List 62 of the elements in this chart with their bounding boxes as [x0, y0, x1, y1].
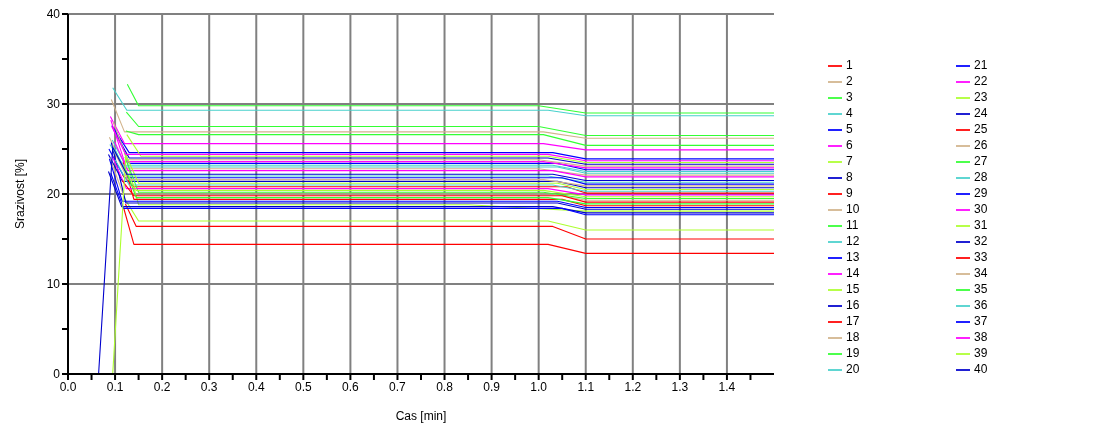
- legend-label: 40: [974, 361, 989, 377]
- x-tick-label: 0.6: [342, 379, 360, 394]
- legend-label: 36: [974, 297, 989, 313]
- x-tick-label: 0.7: [389, 379, 407, 394]
- legend-label: 18: [846, 329, 861, 345]
- legend-label: 3: [846, 89, 854, 105]
- legend-label: 39: [974, 345, 989, 361]
- legend-label: 17: [846, 313, 861, 329]
- legend-label: 14: [846, 265, 861, 281]
- legend-label: 19: [846, 345, 861, 361]
- legend-label: 8: [846, 169, 854, 185]
- x-tick-label: 1.0: [530, 379, 548, 394]
- legend-label: 21: [974, 57, 989, 73]
- legend-label: 33: [974, 249, 989, 265]
- legend-label: 31: [974, 217, 989, 233]
- legend-label: 5: [846, 121, 854, 137]
- legend-label: 34: [974, 265, 989, 281]
- x-tick-label: 1.2: [624, 379, 642, 394]
- legend-label: 9: [846, 185, 854, 201]
- legend-label: 23: [974, 89, 989, 105]
- legend-label: 15: [846, 281, 861, 297]
- legend-label: 11: [846, 217, 860, 233]
- legend-label: 37: [974, 313, 989, 329]
- x-axis-title: Cas [min]: [395, 409, 447, 423]
- legend-label: 35: [974, 281, 989, 297]
- y-tick-label: 20: [46, 187, 61, 202]
- legend-label: 12: [846, 233, 861, 249]
- legend-label: 30: [974, 201, 989, 217]
- legend-label: 10: [846, 201, 861, 217]
- legend-label: 2: [846, 73, 854, 89]
- x-tick-label: 0.8: [436, 379, 454, 394]
- y-axis-title: Srazivost [%]: [13, 158, 28, 230]
- y-tick-label: 40: [46, 7, 61, 22]
- legend-label: 24: [974, 105, 989, 121]
- legend-label: 6: [846, 137, 854, 153]
- legend-label: 1: [846, 57, 854, 73]
- y-tick-label: 0: [53, 367, 61, 382]
- legend-label: 16: [846, 297, 861, 313]
- y-tick-label: 30: [46, 97, 61, 112]
- legend-label: 4: [846, 105, 854, 121]
- x-tick-label: 0.0: [59, 379, 77, 394]
- x-tick-label: 0.9: [483, 379, 501, 394]
- x-tick-label: 0.2: [153, 379, 171, 394]
- legend-label: 7: [846, 153, 854, 169]
- legend-label: 20: [846, 361, 861, 377]
- x-tick-label: 0.1: [106, 379, 124, 394]
- x-tick-label: 1.4: [718, 379, 736, 394]
- legend-label: 29: [974, 185, 989, 201]
- x-tick-label: 0.3: [200, 379, 218, 394]
- legend-label: 25: [974, 121, 989, 137]
- x-tick-label: 0.5: [294, 379, 312, 394]
- y-tick-label: 10: [46, 277, 61, 292]
- legend-label: 28: [974, 169, 989, 185]
- x-tick-label: 1.3: [671, 379, 689, 394]
- legend-label: 26: [974, 137, 989, 153]
- x-tick-label: 0.4: [247, 379, 265, 394]
- x-tick-label: 1.1: [577, 379, 595, 394]
- legend-label: 27: [974, 153, 989, 169]
- legend-label: 38: [974, 329, 989, 345]
- legend-label: 32: [974, 233, 989, 249]
- legend-label: 13: [846, 249, 861, 265]
- legend-label: 22: [974, 73, 989, 89]
